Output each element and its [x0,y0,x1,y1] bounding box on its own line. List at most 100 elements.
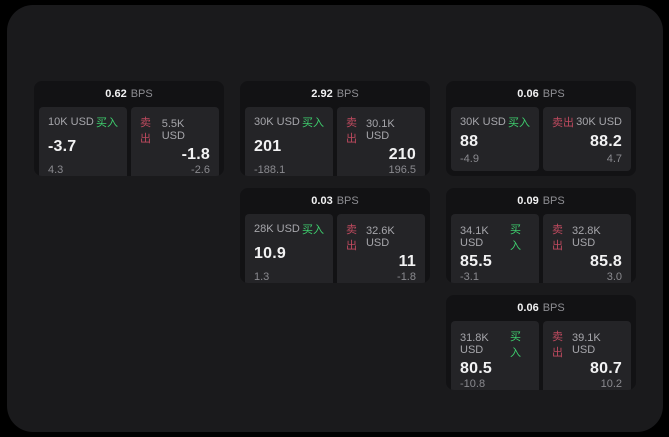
sell-top-row: 卖出 39.1K USD [552,328,622,360]
sell-top-row: 卖出 30.1K USD [346,114,416,146]
bps-header: 0.06 BPS [446,295,636,321]
bps-header: 0.03 BPS [240,188,430,214]
buy-sell-panels: 30K USD 买入 88 -4.9 卖出 30K USD 88.2 4.7 [446,107,636,176]
buy-badge: 买入 [302,117,324,129]
buy-amount: 34.1K USD [460,225,489,249]
sell-top-row: 卖出 30K USD [552,114,622,130]
buy-change: -4.9 [460,153,479,165]
buy-price: 88 [460,132,479,150]
buy-badge: 买入 [508,117,530,129]
sell-amount: 32.8K USD [571,225,601,249]
bps-header: 0.62 BPS [34,81,224,107]
sell-price: -1.8 [181,146,210,163]
sell-top-row: 卖出 32.8K USD [552,221,622,253]
bps-unit-label: BPS [130,88,153,100]
buy-amount: 31.8K USD [460,332,489,356]
buy-panel[interactable]: 34.1K USD 买入 85.5 -3.1 [451,214,539,283]
buy-badge: 买入 [510,224,522,252]
buy-sell-panels: 34.1K USD 买入 85.5 -3.1 卖出 32.8K USD 85.8… [446,214,636,283]
quote-card-2: 2.92 BPS 30K USD 买入 201 -188.1 卖出 [240,81,430,176]
buy-change: 4.3 [48,164,64,176]
sell-amount: 5.5K USD [161,118,185,142]
buy-sell-panels: 30K USD 买入 201 -188.1 卖出 30.1K USD 210 1… [240,107,430,176]
buy-top-row: 30K USD 买入 [254,114,324,130]
quote-card-3: 0.06 BPS 30K USD 买入 88 -4.9 卖出 [446,81,636,176]
buy-badge: 买入 [302,224,324,236]
sell-change: -1.8 [397,271,416,283]
quote-card-grid: 0.62 BPS 10K USD 买入 -3.7 4.3 卖出 [34,81,636,390]
buy-price: 85.5 [460,253,492,270]
buy-amount: 28K USD [254,223,300,235]
buy-panel[interactable]: 28K USD 买入 10.9 1.3 [245,214,333,283]
buy-top-row: 10K USD 买入 [48,114,118,130]
sell-amount: 32.6K USD [365,225,395,249]
bps-unit-label: BPS [542,195,565,207]
sell-change: 196.5 [388,164,416,176]
buy-change: -3.1 [460,271,479,283]
sell-amount: 39.1K USD [571,332,601,356]
buy-top-row: 30K USD 买入 [460,114,530,130]
buy-amount: 30K USD [460,116,506,128]
buy-change: -188.1 [254,164,286,176]
buy-change: 1.3 [254,271,270,283]
sell-panel[interactable]: 卖出 32.8K USD 85.8 3.0 [543,214,631,283]
sell-badge: 卖出 [346,224,357,252]
sell-price: 11 [398,253,416,270]
sell-top-row: 卖出 5.5K USD [140,114,210,146]
sell-badge: 卖出 [552,331,563,359]
buy-price: 80.5 [460,360,492,377]
buy-panel[interactable]: 30K USD 买入 201 -188.1 [245,107,333,176]
bps-unit-label: BPS [542,88,565,100]
bps-header: 2.92 BPS [240,81,430,107]
buy-panel[interactable]: 30K USD 买入 88 -4.9 [451,107,539,171]
bps-unit-label: BPS [542,302,565,314]
buy-badge: 买入 [510,331,522,359]
quote-card-6: 0.06 BPS 31.8K USD 买入 80.5 -10.8 卖出 [446,295,636,390]
sell-panel[interactable]: 卖出 30K USD 88.2 4.7 [543,107,631,171]
bps-header: 0.06 BPS [446,81,636,107]
main-panel: 0.62 BPS 10K USD 买入 -3.7 4.3 卖出 [7,5,663,432]
buy-panel[interactable]: 31.8K USD 买入 80.5 -10.8 [451,321,539,390]
sell-price: 80.7 [590,360,622,377]
buy-price: -3.7 [48,138,77,155]
bps-value: 2.92 [311,88,333,100]
sell-badge: 卖出 [552,117,574,129]
buy-price: 201 [254,138,282,155]
buy-top-row: 28K USD 买入 [254,221,324,237]
buy-change: -10.8 [460,378,486,390]
buy-top-row: 34.1K USD 买入 [460,221,530,253]
sell-panel[interactable]: 卖出 32.6K USD 11 -1.8 [337,214,425,283]
sell-price: 85.8 [590,253,622,270]
bps-value: 0.06 [517,302,539,314]
sell-amount: 30.1K USD [365,118,395,142]
sell-change: 4.7 [606,153,622,165]
sell-price: 88.2 [590,132,622,150]
buy-sell-panels: 31.8K USD 买入 80.5 -10.8 卖出 39.1K USD 80.… [446,321,636,390]
sell-change: 10.2 [600,378,622,390]
sell-badge: 卖出 [140,117,151,145]
sell-top-row: 卖出 32.6K USD [346,221,416,253]
sell-panel[interactable]: 卖出 5.5K USD -1.8 -2.6 [131,107,219,176]
sell-panel[interactable]: 卖出 39.1K USD 80.7 10.2 [543,321,631,390]
buy-panel[interactable]: 10K USD 买入 -3.7 4.3 [39,107,127,176]
quote-card-4: 0.03 BPS 28K USD 买入 10.9 1.3 卖出 [240,188,430,283]
buy-amount: 10K USD [48,116,94,128]
sell-change: 3.0 [606,271,622,283]
sell-price: 210 [388,146,416,163]
bps-unit-label: BPS [336,88,359,100]
sell-badge: 卖出 [552,224,563,252]
buy-sell-panels: 10K USD 买入 -3.7 4.3 卖出 5.5K USD -1.8 -2.… [34,107,224,176]
bps-header: 0.09 BPS [446,188,636,214]
bps-value: 0.06 [517,88,539,100]
buy-top-row: 31.8K USD 买入 [460,328,530,360]
buy-amount: 30K USD [254,116,300,128]
quote-card-5: 0.09 BPS 34.1K USD 买入 85.5 -3.1 卖出 [446,188,636,283]
bps-value: 0.03 [311,195,333,207]
bps-unit-label: BPS [336,195,359,207]
buy-badge: 买入 [96,117,118,129]
buy-price: 10.9 [254,245,286,262]
quote-card-1: 0.62 BPS 10K USD 买入 -3.7 4.3 卖出 [34,81,224,176]
sell-amount: 30K USD [576,116,622,128]
sell-panel[interactable]: 卖出 30.1K USD 210 196.5 [337,107,425,176]
